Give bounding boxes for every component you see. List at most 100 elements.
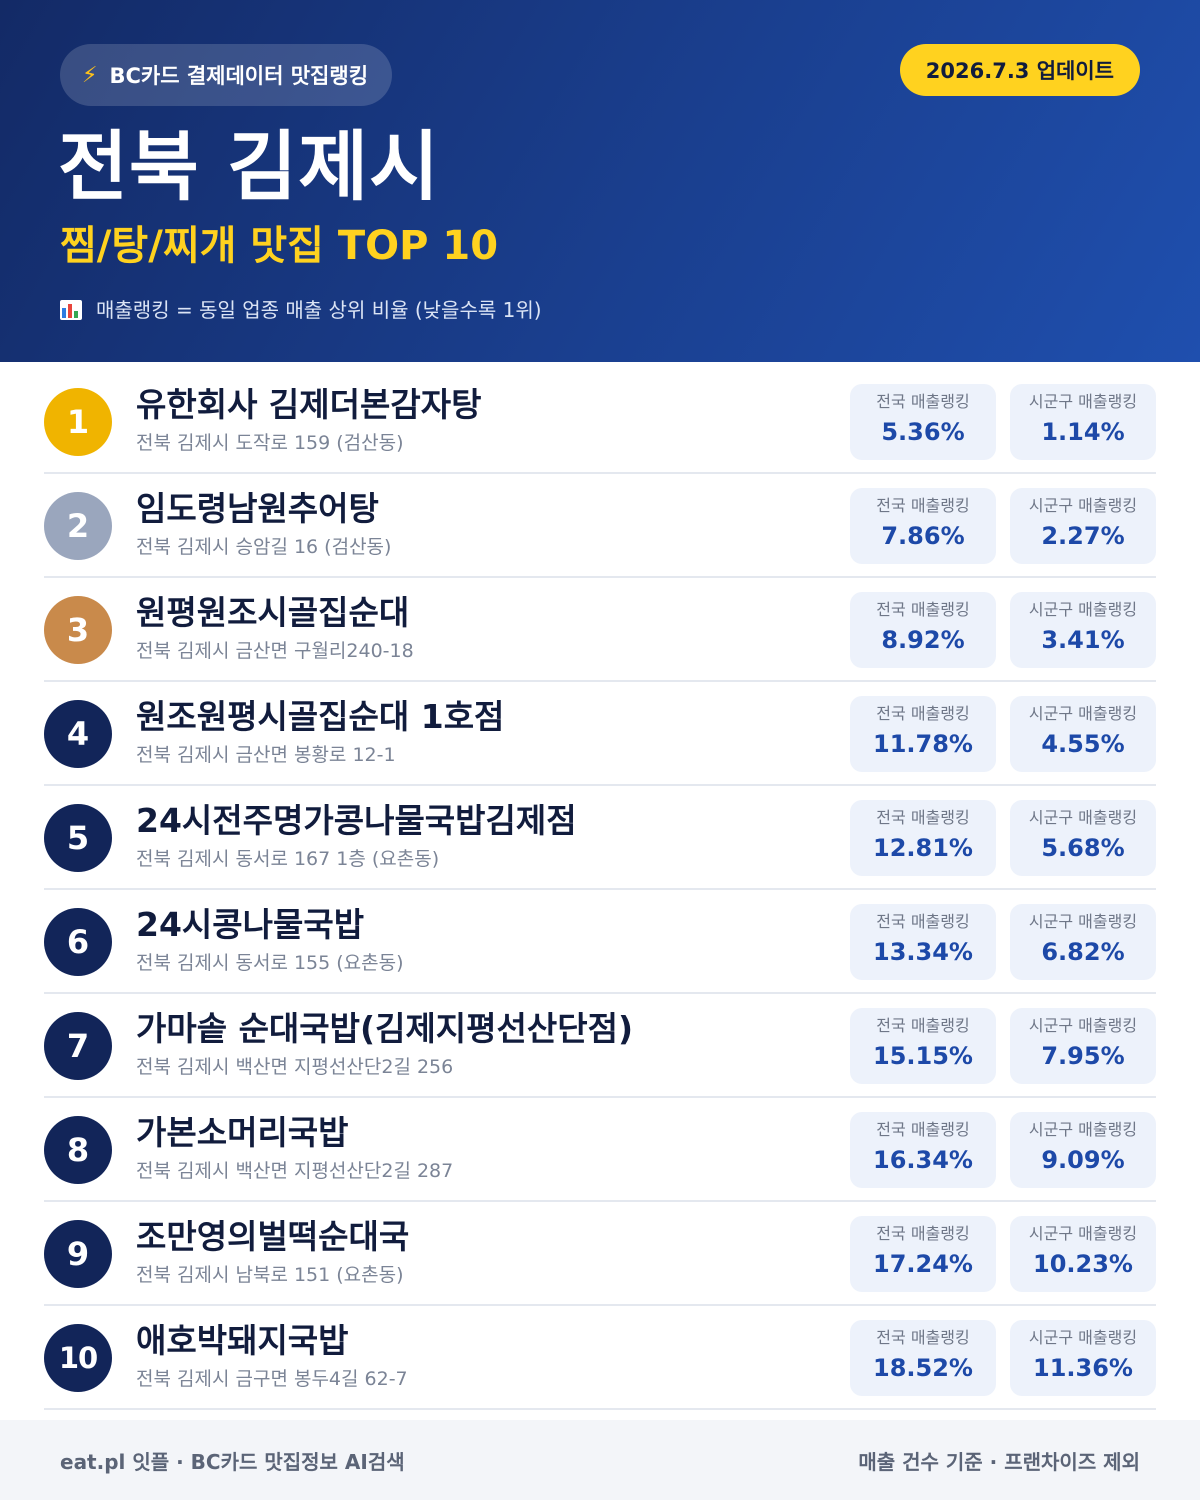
national-ranking-box: 전국 매출랭킹 15.15% bbox=[850, 1008, 996, 1084]
header-banner: ⚡ BC카드 결제데이터 맛집랭킹 2026.7.3 업데이트 전북 김제시 찜… bbox=[0, 0, 1200, 362]
rank-badge: 3 bbox=[44, 596, 112, 664]
rank-badge: 10 bbox=[44, 1324, 112, 1392]
national-ranking-box: 전국 매출랭킹 11.78% bbox=[850, 696, 996, 772]
national-ranking-label: 전국 매출랭킹 bbox=[876, 704, 970, 723]
local-ranking-box: 시군구 매출랭킹 10.23% bbox=[1010, 1216, 1156, 1292]
footer-source: eat.pl 잇플 · BC카드 맛집정보 AI검색 bbox=[60, 1449, 405, 1474]
footer-criteria: 매출 건수 기준 · 프랜차이즈 제외 bbox=[858, 1449, 1140, 1474]
restaurant-name[interactable]: 원조원평시골집순대 1호점 bbox=[136, 697, 505, 736]
national-ranking-value: 18.52% bbox=[873, 1354, 973, 1382]
restaurant-name[interactable]: 조만영의벌떡순대국 bbox=[136, 1217, 410, 1256]
national-ranking-label: 전국 매출랭킹 bbox=[876, 600, 970, 619]
local-ranking-box: 시군구 매출랭킹 1.14% bbox=[1010, 384, 1156, 460]
national-ranking-label: 전국 매출랭킹 bbox=[876, 1016, 970, 1035]
rank-badge: 6 bbox=[44, 908, 112, 976]
restaurant-address: 전북 김제시 동서로 167 1층 (요촌동) bbox=[136, 848, 440, 870]
ranking-note-text: 매출랭킹 = 동일 업종 매출 상위 비율 (낮을수록 1위) bbox=[96, 298, 542, 322]
local-ranking-label: 시군구 매출랭킹 bbox=[1028, 600, 1138, 619]
national-ranking-box: 전국 매출랭킹 18.52% bbox=[850, 1320, 996, 1396]
source-badge: ⚡ BC카드 결제데이터 맛집랭킹 bbox=[60, 44, 393, 106]
rank-badge: 2 bbox=[44, 492, 112, 560]
national-ranking-label: 전국 매출랭킹 bbox=[876, 1120, 970, 1139]
local-ranking-value: 10.23% bbox=[1033, 1250, 1133, 1278]
lightning-icon: ⚡ bbox=[82, 62, 98, 88]
local-ranking-label: 시군구 매출랭킹 bbox=[1028, 1224, 1138, 1243]
national-ranking-label: 전국 매출랭킹 bbox=[876, 496, 970, 515]
ranking-note: 매출랭킹 = 동일 업종 매출 상위 비율 (낮을수록 1위) bbox=[60, 294, 542, 326]
national-ranking-value: 16.34% bbox=[873, 1146, 973, 1174]
restaurant-address: 전북 김제시 동서로 155 (요촌동) bbox=[136, 952, 404, 974]
local-ranking-value: 5.68% bbox=[1041, 834, 1125, 862]
local-ranking-label: 시군구 매출랭킹 bbox=[1028, 808, 1138, 827]
rank-badge: 8 bbox=[44, 1116, 112, 1184]
restaurant-address: 전북 김제시 금구면 봉두4길 62-7 bbox=[136, 1368, 408, 1390]
rank-badge: 9 bbox=[44, 1220, 112, 1288]
restaurant-name[interactable]: 가마솥 순대국밥(김제지평선산단점) bbox=[136, 1009, 634, 1048]
national-ranking-box: 전국 매출랭킹 12.81% bbox=[850, 800, 996, 876]
national-ranking-value: 15.15% bbox=[873, 1042, 973, 1070]
update-date-label: 2026.7.3 업데이트 bbox=[925, 59, 1114, 83]
local-ranking-label: 시군구 매출랭킹 bbox=[1028, 912, 1138, 931]
local-ranking-value: 4.55% bbox=[1041, 730, 1125, 758]
national-ranking-value: 13.34% bbox=[873, 938, 973, 966]
update-date-badge: 2026.7.3 업데이트 bbox=[899, 44, 1140, 96]
national-ranking-box: 전국 매출랭킹 8.92% bbox=[850, 592, 996, 668]
local-ranking-label: 시군구 매출랭킹 bbox=[1028, 704, 1138, 723]
local-ranking-label: 시군구 매출랭킹 bbox=[1028, 1016, 1138, 1035]
local-ranking-box: 시군구 매출랭킹 7.95% bbox=[1010, 1008, 1156, 1084]
bar-chart-icon bbox=[60, 300, 82, 320]
national-ranking-box: 전국 매출랭킹 13.34% bbox=[850, 904, 996, 980]
local-ranking-label: 시군구 매출랭킹 bbox=[1028, 496, 1138, 515]
rank-badge: 4 bbox=[44, 700, 112, 768]
restaurant-address: 전북 김제시 도작로 159 (검산동) bbox=[136, 432, 404, 454]
list-item[interactable]: 1 유한회사 김제더본감자탕 전북 김제시 도작로 159 (검산동) 전국 매출랭킹… bbox=[44, 370, 1156, 474]
restaurant-address: 전북 김제시 백산면 지평선산단2길 256 bbox=[136, 1056, 454, 1078]
national-ranking-box: 전국 매출랭킹 17.24% bbox=[850, 1216, 996, 1292]
rank-badge: 1 bbox=[44, 388, 112, 456]
rank-badge: 7 bbox=[44, 1012, 112, 1080]
national-ranking-value: 12.81% bbox=[873, 834, 973, 862]
restaurant-address: 전북 김제시 금산면 봉황로 12-1 bbox=[136, 744, 396, 766]
restaurant-name[interactable]: 임도령남원추어탕 bbox=[136, 489, 379, 528]
restaurant-address: 전북 김제시 승암길 16 (검산동) bbox=[136, 536, 392, 558]
page-subtitle: 찜/탕/찌개 맛집 TOP 10 bbox=[60, 223, 499, 269]
local-ranking-value: 1.14% bbox=[1041, 418, 1125, 446]
page-title: 전북 김제시 bbox=[58, 122, 441, 211]
local-ranking-box: 시군구 매출랭킹 9.09% bbox=[1010, 1112, 1156, 1188]
rank-badge: 5 bbox=[44, 804, 112, 872]
local-ranking-value: 11.36% bbox=[1033, 1354, 1133, 1382]
national-ranking-label: 전국 매출랭킹 bbox=[876, 1224, 970, 1243]
local-ranking-value: 3.41% bbox=[1041, 626, 1125, 654]
local-ranking-box: 시군구 매출랭킹 5.68% bbox=[1010, 800, 1156, 876]
local-ranking-box: 시군구 매출랭킹 6.82% bbox=[1010, 904, 1156, 980]
local-ranking-value: 7.95% bbox=[1041, 1042, 1125, 1070]
national-ranking-box: 전국 매출랭킹 7.86% bbox=[850, 488, 996, 564]
restaurant-name[interactable]: 유한회사 김제더본감자탕 bbox=[136, 385, 482, 424]
restaurant-address: 전북 김제시 남북로 151 (요촌동) bbox=[136, 1264, 404, 1286]
restaurant-name[interactable]: 가본소머리국밥 bbox=[136, 1113, 349, 1152]
restaurant-name[interactable]: 애호박돼지국밥 bbox=[136, 1321, 349, 1360]
national-ranking-label: 전국 매출랭킹 bbox=[876, 1328, 970, 1347]
list-item[interactable]: 3 원평원조시골집순대 전북 김제시 금산면 구월리240-18 전국 매출랭킹 8.9… bbox=[44, 578, 1156, 682]
restaurant-name[interactable]: 24시전주명가콩나물국밥김제점 bbox=[136, 801, 577, 840]
local-ranking-value: 9.09% bbox=[1041, 1146, 1125, 1174]
local-ranking-box: 시군구 매출랭킹 4.55% bbox=[1010, 696, 1156, 772]
local-ranking-label: 시군구 매출랭킹 bbox=[1028, 392, 1138, 411]
national-ranking-box: 전국 매출랭킹 16.34% bbox=[850, 1112, 996, 1188]
restaurant-name[interactable]: 원평원조시골집순대 bbox=[136, 593, 410, 632]
source-label: BC카드 결제데이터 맛집랭킹 bbox=[109, 64, 369, 88]
list-item[interactable]: 7 가마솥 순대국밥(김제지평선산단점) 전북 김제시 백산면 지평선산단2길 25… bbox=[44, 994, 1156, 1098]
local-ranking-box: 시군구 매출랭킹 3.41% bbox=[1010, 592, 1156, 668]
list-item[interactable]: 8 가본소머리국밥 전북 김제시 백산면 지평선산단2길 287 전국 매출랭킹 16.… bbox=[44, 1098, 1156, 1202]
national-ranking-label: 전국 매출랭킹 bbox=[876, 808, 970, 827]
national-ranking-value: 11.78% bbox=[873, 730, 973, 758]
restaurant-name[interactable]: 24시콩나물국밥 bbox=[136, 905, 365, 944]
local-ranking-value: 6.82% bbox=[1041, 938, 1125, 966]
